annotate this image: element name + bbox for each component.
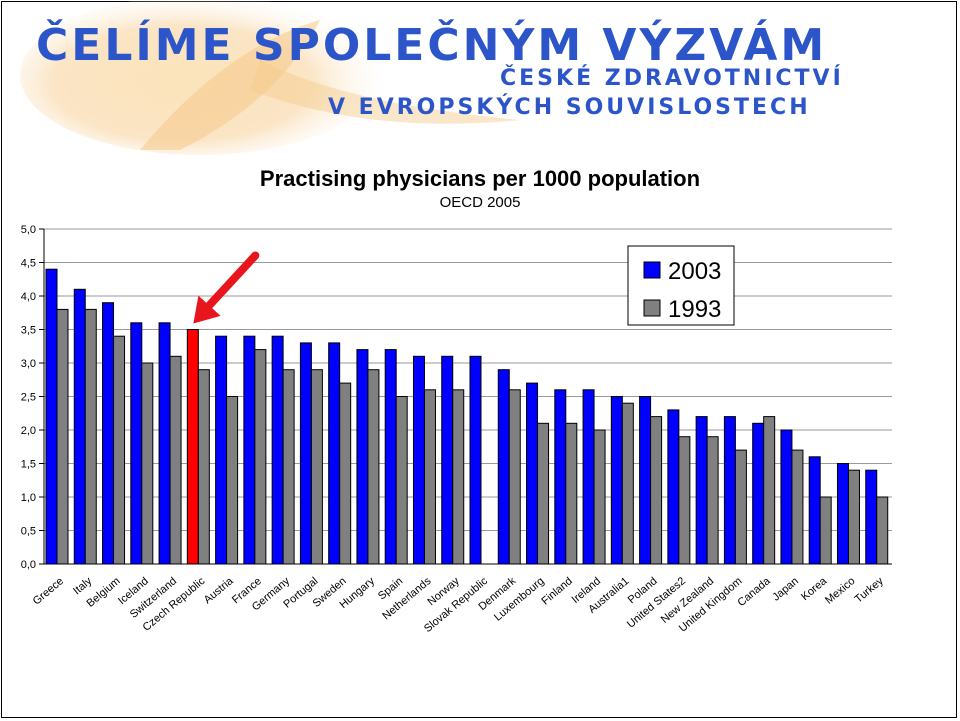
legend-swatch-1993 [643,299,661,317]
bar-2003 [73,288,86,565]
bar-2003 [667,409,680,565]
bar-1993 [452,389,465,565]
bar-1993 [310,369,323,565]
bar-2003 [130,322,143,565]
bar-2003 [384,349,397,565]
bar-1993 [56,308,69,565]
highlight-arrow [203,251,260,312]
bar-2003 [243,335,256,565]
bar-2003 [865,469,878,565]
bar-1993 [254,349,267,565]
x-tick-label: Austria [202,575,237,607]
bar-1993 [339,382,352,565]
bar-1993 [113,335,126,565]
chart-subtitle: OECD 2005 [439,194,521,211]
bar-2003 [215,335,228,565]
bar-2003 [412,355,425,565]
bar-2003 [610,396,623,565]
bar-1993 [791,449,804,565]
y-tick-label: 2,0 [21,425,36,437]
banner-subtitle-2: V EVROPSKÝCH SOUVISLOSTECH [328,95,811,120]
y-tick-label: 0,0 [21,559,36,571]
bar-1993 [395,396,408,565]
bar-2003 [836,463,849,565]
bar-1993 [678,436,691,565]
x-tick-label: Canada [735,575,773,610]
bar-2003 [639,396,652,565]
bar-1993 [734,449,747,565]
bar-1993 [706,436,719,565]
y-tick-label: 0,5 [21,526,36,538]
bar-1993 [565,422,578,565]
legend-swatch-2003 [643,261,661,279]
legend-label-2003: 2003 [668,258,721,285]
y-tick-label: 5,0 [21,224,36,236]
bar-1993 [423,389,436,565]
bar-1993 [226,396,239,565]
highlight-arrowhead [193,295,221,324]
x-tick-label: Turkey [853,575,887,606]
bar-1993 [621,402,634,565]
bar-1993 [508,389,521,565]
bar-1993 [84,308,97,565]
bar-1993 [282,369,295,565]
y-tick-label: 2,5 [21,392,36,404]
x-tick-label: Greece [31,575,66,607]
bar-1993 [367,369,380,565]
bar-2003 [723,416,736,565]
bar-1993 [593,429,606,565]
banner-brush-stroke [140,20,320,150]
bar-1993 [141,362,154,565]
bar-2003 [780,429,793,565]
banner-title: ČELÍME SPOLEČNÝM VÝZVÁM [36,20,828,71]
banner-brush-stroke [250,60,520,124]
bar-1993 [876,496,889,565]
bar-1993 [197,369,210,565]
chart-title: Practising physicians per 1000 populatio… [259,166,701,191]
bar-2003 [695,416,708,565]
bar-2003 [299,342,312,565]
x-tick-label: Finland [540,575,575,607]
bar-1993 [650,416,663,565]
bar-1993 [537,422,550,565]
bar-2003 [554,389,567,565]
bar-2003 [45,268,58,565]
bar-2003 [441,355,454,565]
y-tick-label: 3,0 [21,358,36,370]
y-tick-label: 1,0 [21,492,36,504]
bar-2003 [102,302,115,565]
bar-2003 [328,342,341,565]
x-tick-label: Japan [770,575,801,603]
x-tick-label: Mexico [823,575,857,607]
y-tick-label: 4,0 [21,291,36,303]
y-tick-label: 3,5 [21,325,36,337]
bar-2003 [497,369,510,565]
bar-1993 [169,355,182,565]
bar-1993 [819,496,832,565]
bar-1993 [847,469,860,565]
bar-2003 [356,349,369,565]
banner-subtitle-1: ČESKÉ ZDRAVOTNICTVÍ [500,66,844,91]
legend-label-1993: 1993 [668,296,721,323]
banner-graphic [20,0,520,155]
bar-2003 [582,389,595,565]
bar-2003 [526,382,539,565]
bar-2003 [271,335,284,565]
y-tick-label: 1,5 [21,459,36,471]
y-tick-label: 4,5 [21,258,36,270]
bar-1993 [763,416,776,565]
bar-2003 [186,329,199,565]
bar-2003 [469,355,482,565]
bar-2003 [158,322,171,565]
bar-2003 [752,422,765,565]
bar-2003 [808,456,821,565]
